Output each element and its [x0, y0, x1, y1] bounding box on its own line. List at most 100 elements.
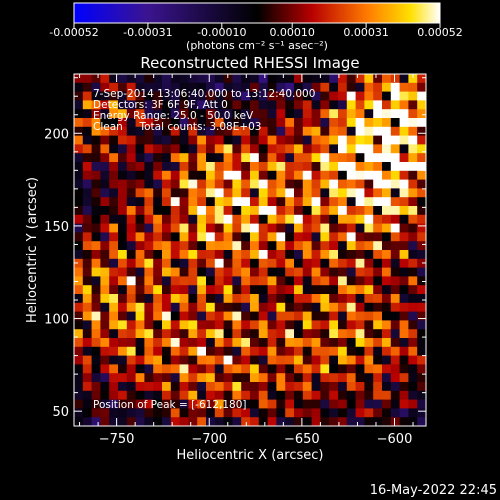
- heatmap-cell: [382, 346, 392, 356]
- heatmap-cell: [250, 258, 260, 268]
- heatmap-cell: [223, 382, 233, 392]
- heatmap-cell: [417, 82, 426, 92]
- heatmap-cell: [179, 302, 189, 312]
- heatmap-cell: [144, 311, 154, 321]
- heatmap-cell: [276, 135, 286, 145]
- heatmap-cell: [170, 408, 180, 418]
- heatmap-cell: [382, 118, 392, 128]
- timestamp: 16-May-2022 22:45: [370, 483, 497, 498]
- heatmap-cell: [355, 74, 365, 84]
- heatmap-cell: [197, 338, 207, 348]
- heatmap-cell: [338, 329, 348, 339]
- heatmap-cell: [258, 188, 268, 198]
- heatmap-cell: [373, 197, 383, 207]
- heatmap-cell: [267, 408, 277, 418]
- heatmap-cell: [179, 390, 189, 400]
- heatmap-cell: [74, 179, 84, 189]
- heatmap-cell: [320, 188, 330, 198]
- heatmap-cell: [153, 285, 163, 295]
- heatmap-cell: [82, 170, 92, 180]
- heatmap-cell: [100, 170, 110, 180]
- heatmap-cell: [144, 118, 154, 128]
- heatmap-cell: [144, 232, 154, 242]
- heatmap-cell: [302, 267, 312, 277]
- heatmap-cell: [382, 364, 392, 374]
- heatmap-cell: [126, 144, 136, 154]
- heatmap-cell: [241, 408, 251, 418]
- heatmap-cell: [100, 153, 110, 163]
- heatmap-cell: [188, 241, 198, 251]
- colorbar-tick-label: -0.00010: [197, 26, 246, 39]
- heatmap-cell: [100, 417, 110, 426]
- heatmap-cell: [223, 417, 233, 426]
- heatmap-cell: [144, 320, 154, 330]
- heatmap-cell: [250, 197, 260, 207]
- heatmap-cell: [320, 153, 330, 163]
- heatmap-cell: [232, 382, 242, 392]
- heatmap-cell: [390, 206, 400, 216]
- heatmap-cell: [82, 126, 92, 136]
- heatmap-cell: [373, 118, 383, 128]
- heatmap-cell: [144, 364, 154, 374]
- heatmap-cell: [197, 373, 207, 383]
- heatmap-cell: [232, 91, 242, 101]
- heatmap-cell: [250, 241, 260, 251]
- heatmap-cell: [294, 311, 304, 321]
- heatmap-cell: [197, 109, 207, 119]
- heatmap-cell: [170, 417, 180, 426]
- heatmap-cell: [179, 373, 189, 383]
- heatmap-cell: [118, 267, 128, 277]
- heatmap-cell: [91, 311, 101, 321]
- heatmap-cell: [91, 170, 101, 180]
- heatmap-cell: [109, 373, 119, 383]
- heatmap-cell: [320, 100, 330, 110]
- heatmap-cell: [302, 417, 312, 426]
- heatmap-cell: [170, 267, 180, 277]
- heatmap-cell: [100, 100, 110, 110]
- heatmap-cell: [179, 91, 189, 101]
- heatmap-cell: [144, 91, 154, 101]
- heatmap-cell: [382, 285, 392, 295]
- heatmap-cell: [311, 162, 321, 172]
- heatmap-cell: [276, 355, 286, 365]
- heatmap-cell: [241, 109, 251, 119]
- heatmap-cell: [232, 188, 242, 198]
- heatmap-cell: [408, 232, 418, 242]
- heatmap-cell: [399, 197, 409, 207]
- heatmap-cell: [294, 188, 304, 198]
- heatmap-cell: [346, 188, 356, 198]
- heatmap-cell: [390, 320, 400, 330]
- heatmap-cell: [390, 302, 400, 312]
- heatmap-cell: [338, 153, 348, 163]
- heatmap-cell: [250, 338, 260, 348]
- heatmap-cell: [214, 294, 224, 304]
- heatmap-cell: [82, 188, 92, 198]
- heatmap-cell: [373, 170, 383, 180]
- heatmap-cell: [320, 285, 330, 295]
- heatmap-cell: [346, 285, 356, 295]
- heatmap-cell: [267, 241, 277, 251]
- heatmap-cell: [390, 311, 400, 321]
- heatmap-cell: [382, 373, 392, 383]
- heatmap-cell: [82, 302, 92, 312]
- heatmap-cell: [135, 241, 145, 251]
- heatmap-cell: [126, 170, 136, 180]
- heatmap-cell: [197, 399, 207, 409]
- heatmap-cell: [267, 179, 277, 189]
- heatmap-cell: [338, 126, 348, 136]
- heatmap-cell: [100, 109, 110, 119]
- heatmap-cell: [258, 267, 268, 277]
- heatmap-cell: [214, 417, 224, 426]
- heatmap-cell: [373, 285, 383, 295]
- heatmap-cell: [170, 162, 180, 172]
- heatmap-cell: [162, 162, 172, 172]
- heatmap-cell: [162, 408, 172, 418]
- heatmap-cell: [408, 373, 418, 383]
- heatmap-cell: [346, 373, 356, 383]
- heatmap-cell: [223, 162, 233, 172]
- heatmap-cell: [338, 135, 348, 145]
- heatmap-cell: [179, 170, 189, 180]
- heatmap-cell: [382, 338, 392, 348]
- heatmap-cell: [320, 390, 330, 400]
- heatmap-cell: [144, 197, 154, 207]
